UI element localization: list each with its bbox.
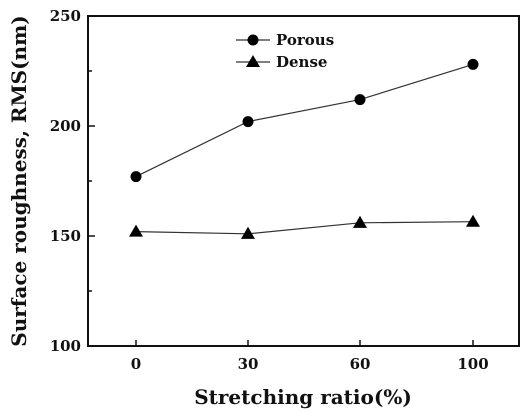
y-axis-title: Surface roughness, RMS(nm) bbox=[7, 15, 31, 346]
data-point-dense bbox=[353, 215, 367, 228]
series-layer bbox=[129, 58, 480, 239]
data-point-porous bbox=[242, 116, 254, 128]
series-porous bbox=[130, 58, 479, 183]
legend-marker-porous bbox=[247, 34, 259, 46]
legend-label-dense: Dense bbox=[276, 53, 327, 71]
data-point-porous bbox=[467, 58, 479, 70]
x-tick-label: 100 bbox=[457, 355, 488, 373]
x-axis-ticks: 0 30 60 100 bbox=[131, 340, 489, 373]
data-point-dense bbox=[466, 214, 480, 227]
y-tick-label: 100 bbox=[50, 337, 81, 355]
x-tick-label: 60 bbox=[350, 355, 371, 373]
data-point-dense bbox=[241, 226, 255, 239]
series-line-porous bbox=[135, 63, 474, 178]
y-tick-label: 250 bbox=[50, 7, 81, 25]
data-point-porous bbox=[354, 94, 366, 106]
y-tick-label: 200 bbox=[50, 117, 81, 135]
legend: Porous Dense bbox=[236, 31, 334, 71]
series-line-dense bbox=[135, 221, 474, 235]
y-axis-ticks: 100 150 200 250 bbox=[50, 7, 95, 355]
legend-label-porous: Porous bbox=[276, 31, 334, 49]
x-axis-title: Stretching ratio(%) bbox=[194, 385, 412, 409]
data-point-porous bbox=[130, 171, 142, 183]
x-tick-label: 0 bbox=[131, 355, 141, 373]
series-dense bbox=[129, 214, 480, 239]
data-point-dense bbox=[129, 224, 143, 237]
y-tick-label: 150 bbox=[50, 227, 81, 245]
x-tick-label: 30 bbox=[238, 355, 259, 373]
legend-marker-dense bbox=[246, 55, 260, 68]
